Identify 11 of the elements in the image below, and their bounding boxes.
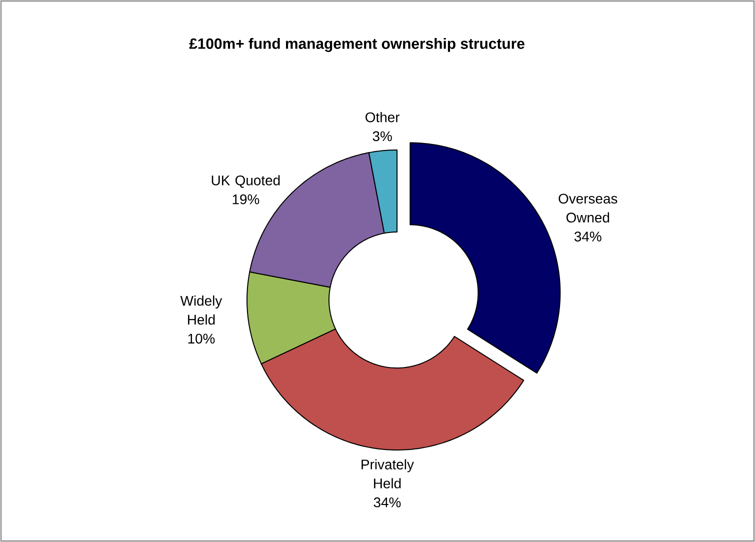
- chart-title: £100m+ fund management ownership structure: [189, 38, 524, 52]
- slice-label: Overseas Owned: [558, 194, 618, 223]
- slice-label: Privately Held: [362, 459, 414, 488]
- data-label: 10%: [188, 334, 215, 344]
- data-label: 19%: [232, 194, 260, 204]
- data-label: 3%: [372, 131, 392, 142]
- slice-label: UK Quoted: [212, 175, 280, 188]
- slice-label: Widely Held: [180, 295, 222, 325]
- data-label: 34%: [374, 497, 401, 508]
- slice-label: Other: [366, 112, 400, 122]
- data-label: 34%: [574, 232, 602, 242]
